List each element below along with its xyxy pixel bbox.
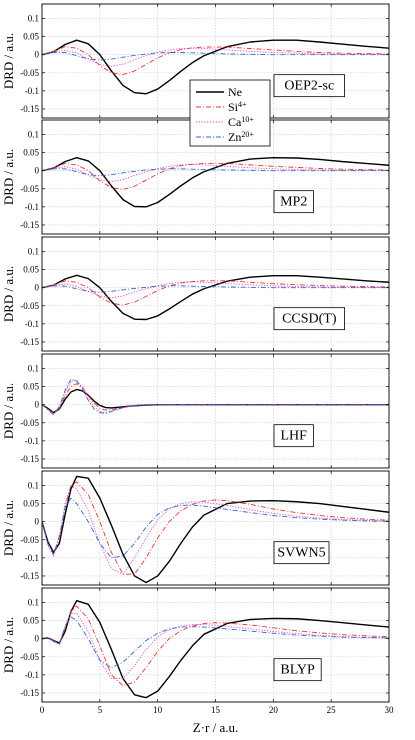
y-axis-label: DRD / a.u.: [1, 33, 16, 89]
x-tick-label: 30: [385, 705, 395, 715]
y-axis-label: DRD / a.u.: [1, 149, 16, 205]
y-tick-label: -0.15: [20, 220, 39, 230]
y-tick-label: 0: [35, 634, 40, 644]
series-line-Ca10+: [42, 612, 389, 679]
y-tick-label: -0.15: [20, 688, 39, 698]
y-tick-label: -0.05: [20, 301, 39, 311]
panel-label: LHF: [280, 429, 307, 444]
series-line-Si4+: [42, 280, 389, 306]
panel-label-box: [273, 307, 345, 331]
y-axis-label: DRD / a.u.: [1, 500, 16, 556]
legend-superscript: 10+: [241, 115, 254, 124]
x-tick-label: 25: [327, 705, 337, 715]
panel-4: -0.15 -0.1 -0.05 0 0.05 0.1 SVWN5: [20, 470, 390, 586]
panel-label-box: [273, 541, 330, 565]
y-tick-label: -0.15: [20, 571, 39, 581]
y-axis-label: DRD / a.u.: [1, 617, 16, 673]
series-line-Ne: [42, 599, 389, 699]
series-line-Zn20+: [42, 52, 389, 61]
y-tick-label: 0.1: [28, 363, 39, 373]
series-line-Ne: [42, 39, 389, 95]
y-tick-label: -0.15: [20, 454, 39, 464]
series-line-Zn20+: [42, 285, 389, 293]
series-line-Ca10+: [42, 164, 389, 182]
x-tick-label: 0: [40, 705, 45, 715]
panel-label: CCSD(T): [282, 312, 337, 327]
panel-label: OEP2-sc: [284, 79, 334, 94]
y-tick-label: 0.1: [28, 13, 39, 23]
y-tick-label: 0.05: [23, 616, 39, 626]
y-tick-label: -0.1: [25, 319, 39, 329]
panels: -0.15-0.1-0.0500.050.1OEP2-sc-0.15-0.1-0…: [20, 3, 395, 715]
panel-label: SVWN5: [277, 546, 325, 561]
panel-5: -0.15 -0.1 -0.05 0 0.05 0.1 0 5 10 15 20 25 30 BLYP: [20, 587, 395, 715]
y-tick-label: -0.05: [20, 535, 39, 545]
series-line-Zn20+: [42, 378, 389, 416]
legend-superscript: 20+: [241, 130, 254, 139]
y-tick-label: 0: [35, 283, 40, 293]
series-line-Zn20+: [42, 168, 389, 177]
y-tick-label: 0.1: [28, 597, 39, 607]
y-tick-label: 0.05: [23, 499, 39, 509]
y-tick-label: 0.05: [23, 148, 39, 158]
y-tick-label: 0: [35, 400, 40, 410]
y-tick-label: 0.1: [28, 246, 39, 256]
y-tick-label: -0.05: [20, 418, 39, 428]
panel-2: -0.15 -0.1 -0.05 0 0.05 0.1 CCSD(T): [20, 236, 390, 352]
legend-label-Ne: Ne: [228, 85, 242, 99]
y-tick-label: 0.05: [23, 382, 39, 392]
panel-label-box: [273, 658, 322, 682]
y-tick-label: 0.05: [23, 265, 39, 275]
series-line-Si4+: [42, 481, 389, 575]
series-line-Ca10+: [42, 485, 389, 575]
series-line-Ne: [42, 475, 389, 584]
series-line-Si4+: [42, 383, 389, 414]
series-line-Zn20+: [42, 616, 389, 669]
series-line-Ca10+: [42, 281, 389, 299]
y-tick-label: -0.1: [25, 553, 39, 563]
series-line-Ne: [42, 156, 389, 208]
panel-label-box: [273, 74, 345, 98]
legend-box: [189, 79, 271, 147]
y-tick-label: 0: [35, 517, 40, 527]
x-tick-label: 5: [98, 705, 103, 715]
x-axis-label: Z·r / a.u.: [193, 720, 238, 735]
legend-superscript: 4+: [238, 100, 247, 109]
panel-1: -0.15 -0.1 -0.05 0 0.05 0.1 MP2: [20, 119, 390, 235]
x-tick-label: 15: [211, 705, 221, 715]
y-tick-label: -0.1: [25, 202, 39, 212]
y-tick-label: 0.1: [28, 480, 39, 490]
panel-label: MP2: [280, 195, 307, 210]
series-line-Si4+: [42, 162, 389, 190]
y-tick-label: 0.1: [28, 129, 39, 139]
y-tick-label: -0.05: [20, 184, 39, 194]
y-tick-label: -0.1: [25, 670, 39, 680]
y-tick-label: -0.15: [20, 337, 39, 347]
y-tick-label: 0: [35, 166, 40, 176]
panel-label: BLYP: [280, 663, 315, 678]
panel-label-box: [273, 190, 314, 214]
y-axis-label: DRD / a.u.: [1, 383, 16, 439]
series-line-Si4+: [42, 46, 389, 76]
y-tick-label: -0.05: [20, 68, 39, 78]
y-tick-label: -0.05: [20, 652, 39, 662]
y-tick-label: -0.1: [25, 86, 39, 96]
x-tick-label: 10: [153, 705, 163, 715]
y-tick-label: -0.15: [20, 104, 39, 114]
y-tick-label: 0: [35, 50, 40, 60]
y-tick-label: -0.1: [25, 436, 39, 446]
series-line-Zn20+: [42, 497, 389, 559]
y-tick-label: 0.05: [23, 32, 39, 42]
series-line-Ne: [42, 274, 389, 321]
x-tick-label: 20: [269, 705, 279, 715]
panel-label-box: [273, 424, 314, 448]
y-axis-label: DRD / a.u.: [1, 266, 16, 322]
panel-3: -0.15 -0.1 -0.05 0 0.05 0.1 LHF: [20, 353, 390, 469]
